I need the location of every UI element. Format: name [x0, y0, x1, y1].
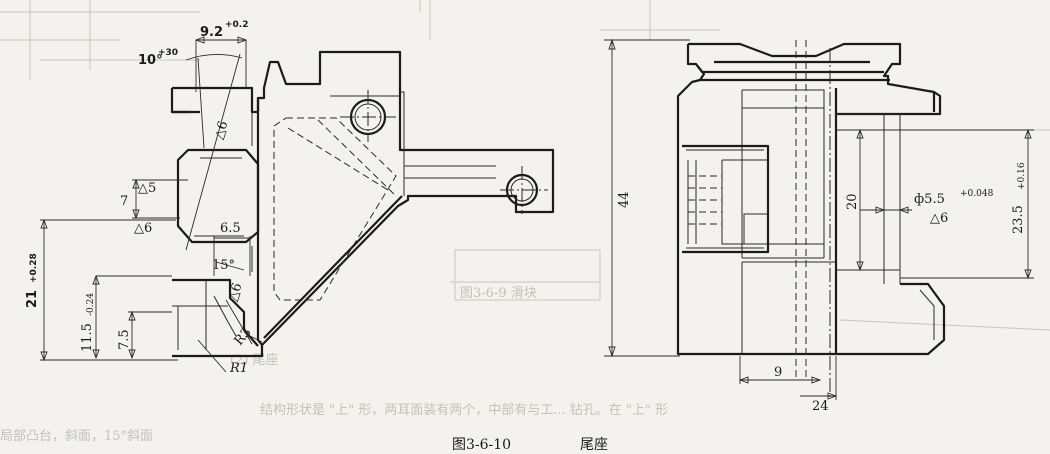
dim-20: 20	[845, 193, 860, 210]
right-view: 44 20 ф5.5 +0.048 △6 23.5 +0.16 9 24	[604, 38, 1034, 414]
roughness-6-right: △6	[930, 211, 948, 226]
figure-number: 图3-6-10	[452, 437, 511, 453]
figure-caption: 图3-6-10 尾座	[452, 437, 608, 453]
roughness-6-left: △6	[134, 221, 152, 236]
left-part-outline	[170, 50, 555, 358]
figure-title: 尾座	[580, 437, 608, 453]
dim-9-2: 9.2	[200, 25, 223, 40]
roughness-6-mid: △6	[226, 281, 246, 303]
dim-21: 21	[25, 290, 40, 308]
dim-phi-5-5-tolerance: +0.048	[960, 189, 994, 199]
angle-10-tolerance: +30	[158, 48, 178, 58]
radius-r1: R1	[229, 361, 248, 376]
dim-23-5-tolerance: +0.16	[1017, 162, 1027, 190]
dim-21-tolerance: +0.28	[29, 253, 39, 283]
radius-r3: R3	[232, 325, 255, 348]
angle-10: 10°	[138, 53, 163, 68]
ghost-caption: 图3-6-9 滑块	[460, 286, 537, 301]
dim-7-5: 7.5	[117, 329, 132, 350]
dim-24: 24	[812, 399, 829, 414]
dim-7: 7	[120, 194, 128, 209]
ghost-paragraph-2: 局部凸台，斜面，15°斜面	[0, 429, 153, 444]
left-view: 9.2 +0.2 10° +30 △6 7 △5 △6 6.5 15° △6 2…	[25, 20, 555, 376]
roughness-5: △5	[138, 181, 156, 196]
dim-11-5: 11.5	[80, 323, 95, 352]
dim-9: 9	[774, 365, 782, 380]
angle-15: 15°	[212, 258, 235, 273]
bleed-through-layer: 图3-6-9 滑块 (2) 尾座 结构形状是 "上" 形，两耳面装有两个，中部有…	[0, 0, 1050, 444]
dim-phi-5-5: ф5.5	[914, 192, 945, 207]
ghost-paragraph: 结构形状是 "上" 形，两耳面装有两个，中部有与工... 钻孔。在 "上" 形	[260, 403, 668, 418]
roughness-6-top: △6	[212, 119, 232, 141]
dim-6-5: 6.5	[220, 221, 241, 236]
dim-23-5: 23.5	[1011, 205, 1026, 234]
dim-9-2-tolerance: +0.2	[225, 20, 248, 30]
dim-44: 44	[617, 191, 632, 208]
dim-11-5-tolerance: -0.24	[86, 293, 96, 316]
